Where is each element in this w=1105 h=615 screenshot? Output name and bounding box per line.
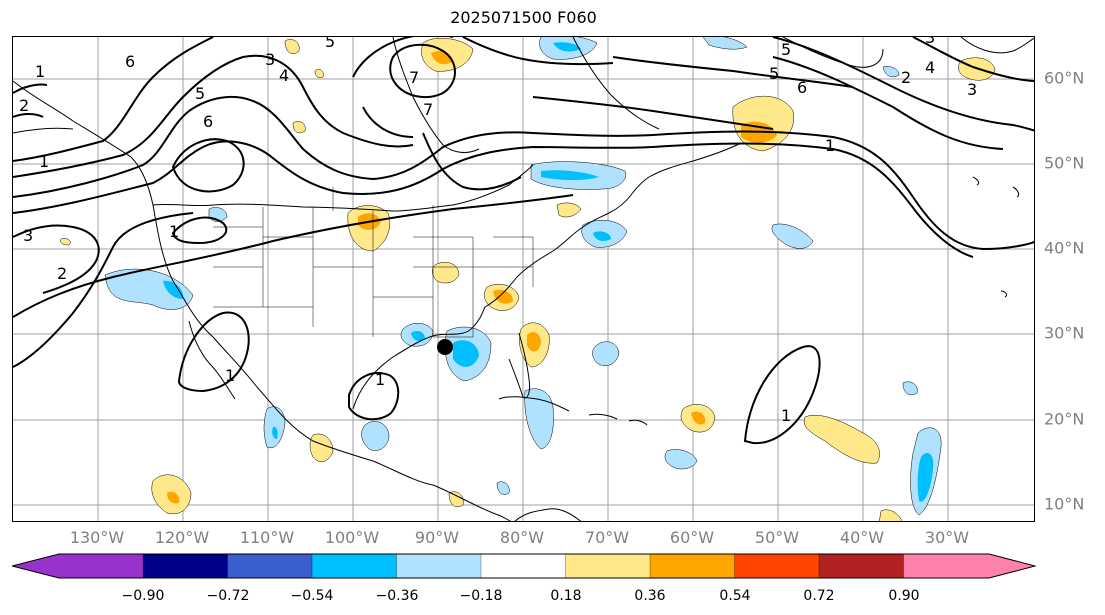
lon-label: 100°W <box>324 528 380 547</box>
contour-label: 4 <box>279 66 289 85</box>
colorbar-tick: −0.72 <box>206 588 250 604</box>
colorbar-cell <box>396 554 481 578</box>
contour-label: 7 <box>423 100 433 119</box>
contour-label: 7 <box>409 68 419 87</box>
colorbar-tick: 0.36 <box>634 588 666 604</box>
colorbar-tick: −0.18 <box>459 588 503 604</box>
map-canvas: 6 5 6 4 5 3 7 7 1 1 3 2 1 1 1 1 5 6 5 4 … <box>13 37 1034 521</box>
contour-label: 1 <box>169 222 179 241</box>
colorbar-cell <box>650 554 735 578</box>
contour-label: 6 <box>125 52 135 71</box>
colorbar-cell <box>312 554 397 578</box>
colorbar-tick: −0.36 <box>375 588 419 604</box>
colorbar-extend-low-fill <box>12 554 143 578</box>
lon-label: 50°W <box>754 528 800 547</box>
shaded-anomalies <box>60 37 996 521</box>
colorbar-tick: 0.90 <box>888 588 920 604</box>
weather-map: 6 5 6 4 5 3 7 7 1 1 3 2 1 1 1 1 5 6 5 4 … <box>12 36 1035 522</box>
colorbar-cell <box>819 554 904 578</box>
contour-label: 1 <box>39 152 49 171</box>
lon-label: 130°W <box>69 528 125 547</box>
lat-label: 20°N <box>1044 409 1085 429</box>
contour-label: 1 <box>825 136 835 155</box>
contour-label: 3 <box>925 37 935 47</box>
colorbar-tick: −0.54 <box>290 588 334 604</box>
colorbar-cell <box>227 554 312 578</box>
storm-marker <box>437 339 453 355</box>
lon-label: 70°W <box>584 528 630 547</box>
graticule <box>13 37 1034 521</box>
colorbar-tick: 0.18 <box>550 588 582 604</box>
contour-label: 5 <box>325 37 335 51</box>
contour-label: 1 <box>375 370 385 389</box>
lat-label: 30°N <box>1044 323 1085 343</box>
contour-label: 2 <box>19 96 29 115</box>
colorbar-tick: 0.72 <box>803 588 835 604</box>
lat-label: 40°N <box>1044 238 1085 258</box>
colorbar <box>12 553 1036 579</box>
contour-label: 1 <box>35 62 45 81</box>
contour-label: 5 <box>781 40 791 59</box>
colorbar-cell <box>734 554 819 578</box>
lat-label: 10°N <box>1044 494 1085 514</box>
lon-label: 80°W <box>499 528 545 547</box>
contour-label: 6 <box>203 112 213 131</box>
contour-label: 5 <box>195 84 205 103</box>
coastlines <box>13 37 1034 521</box>
lon-label: 120°W <box>154 528 210 547</box>
contour-label: 4 <box>925 58 935 77</box>
lon-label: 60°W <box>669 528 715 547</box>
contour-label: 3 <box>967 80 977 99</box>
contour-label: 3 <box>23 226 33 245</box>
contour-label: 3 <box>265 50 275 69</box>
contour-label: 6 <box>797 78 807 97</box>
contour-label: 1 <box>781 406 791 425</box>
colorbar-cell <box>565 554 650 578</box>
contour-lines <box>13 37 1034 445</box>
map-title: 2025071500 F060 <box>450 8 597 27</box>
lat-label: 50°N <box>1044 153 1085 173</box>
colorbar-tick: 0.54 <box>719 588 751 604</box>
contour-label: 2 <box>901 68 911 87</box>
colorbar-tick: −0.90 <box>121 588 165 604</box>
contour-label: 5 <box>769 64 779 83</box>
lat-label: 60°N <box>1044 68 1085 88</box>
lon-label: 110°W <box>239 528 295 547</box>
colorbar-cell <box>481 554 566 578</box>
contour-label-group: 6 5 6 4 5 3 7 7 1 1 3 2 1 1 1 1 5 6 5 4 … <box>19 37 977 425</box>
colorbar-cell <box>143 554 228 578</box>
lon-label: 40°W <box>839 528 885 547</box>
contour-label: 2 <box>57 264 67 283</box>
lon-label: 90°W <box>414 528 460 547</box>
contour-label: 1 <box>225 366 235 385</box>
colorbar-extend-high <box>903 554 1035 578</box>
lon-label: 30°W <box>924 528 970 547</box>
